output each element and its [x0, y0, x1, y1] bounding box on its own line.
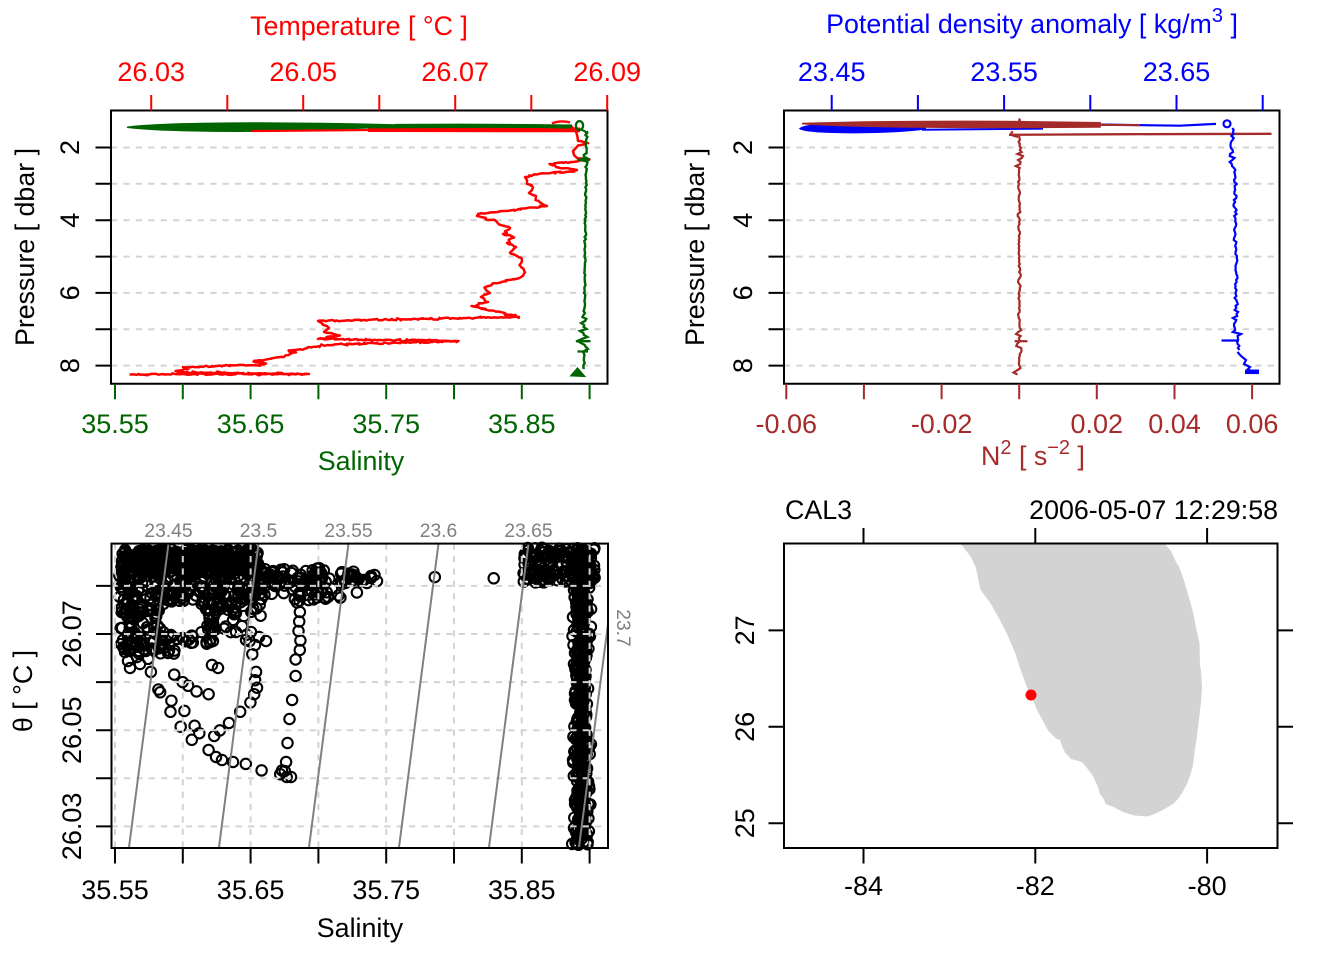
svg-text:26.05: 26.05 — [269, 57, 337, 87]
svg-text:23.55: 23.55 — [324, 521, 372, 542]
svg-text:26.09: 26.09 — [573, 57, 641, 87]
svg-text:35.85: 35.85 — [488, 875, 556, 905]
svg-text:23.55: 23.55 — [970, 57, 1038, 87]
svg-text:Temperature [ °C ]: Temperature [ °C ] — [250, 11, 468, 41]
svg-text:Pressure [ dbar ]: Pressure [ dbar ] — [10, 148, 40, 346]
svg-text:26.05: 26.05 — [57, 696, 87, 764]
svg-text:35.65: 35.65 — [217, 875, 285, 905]
svg-text:0.04: 0.04 — [1148, 409, 1201, 439]
svg-text:6: 6 — [728, 285, 758, 300]
svg-text:26.07: 26.07 — [421, 57, 489, 87]
svg-text:8: 8 — [728, 358, 758, 373]
svg-text:23.6: 23.6 — [420, 521, 458, 542]
svg-text:23.45: 23.45 — [144, 521, 192, 542]
svg-text:-84: -84 — [844, 871, 883, 901]
svg-text:Salinity: Salinity — [317, 913, 404, 943]
svg-text:23.65: 23.65 — [1143, 57, 1211, 87]
svg-text:-80: -80 — [1188, 871, 1227, 901]
svg-text:Potential density anomaly [ kg: Potential density anomaly [ kg/m3 ] — [826, 5, 1238, 39]
svg-text:26: 26 — [730, 712, 760, 742]
svg-text:Salinity: Salinity — [318, 446, 405, 476]
svg-text:26.07: 26.07 — [57, 600, 87, 668]
svg-text:CAL3: CAL3 — [785, 495, 852, 525]
svg-text:26.03: 26.03 — [117, 57, 185, 87]
svg-text:35.75: 35.75 — [352, 875, 420, 905]
svg-text:N2 [ s−2 ]: N2 [ s−2 ] — [981, 437, 1085, 471]
svg-text:6: 6 — [55, 285, 85, 300]
svg-text:-82: -82 — [1016, 871, 1055, 901]
svg-text:2: 2 — [728, 140, 758, 155]
svg-text:0.02: 0.02 — [1071, 409, 1124, 439]
svg-text:35.75: 35.75 — [352, 409, 420, 439]
svg-text:26.03: 26.03 — [57, 793, 87, 861]
svg-text:4: 4 — [55, 213, 85, 228]
svg-text:-0.06: -0.06 — [756, 409, 818, 439]
svg-text:35.55: 35.55 — [81, 409, 149, 439]
svg-text:35.85: 35.85 — [488, 409, 556, 439]
svg-text:2: 2 — [55, 140, 85, 155]
svg-text:27: 27 — [730, 615, 760, 645]
svg-text:-0.02: -0.02 — [911, 409, 973, 439]
svg-text:35.55: 35.55 — [81, 875, 149, 905]
svg-text:35.65: 35.65 — [217, 409, 285, 439]
svg-text:4: 4 — [728, 213, 758, 228]
svg-text:Pressure [ dbar ]: Pressure [ dbar ] — [680, 148, 710, 346]
svg-text:25: 25 — [730, 808, 760, 838]
svg-text:23.5: 23.5 — [240, 521, 278, 542]
svg-text:2006-05-07 12:29:58: 2006-05-07 12:29:58 — [1029, 495, 1278, 525]
svg-text:8: 8 — [55, 358, 85, 373]
svg-text:0.06: 0.06 — [1226, 409, 1279, 439]
svg-text:23.45: 23.45 — [798, 57, 866, 87]
svg-text:θ [ °C ]: θ [ °C ] — [8, 650, 38, 732]
svg-text:23.7: 23.7 — [612, 609, 633, 647]
svg-text:23.65: 23.65 — [504, 521, 552, 542]
